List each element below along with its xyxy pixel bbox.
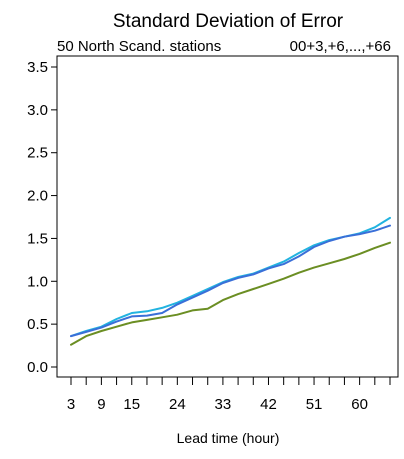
y-tick-label: 1.0 [27, 273, 48, 290]
y-tick-label: 1.5 [27, 230, 48, 247]
y-tick-label: 0.5 [27, 316, 48, 333]
x-axis-label: Lead time (hour) [177, 430, 280, 446]
series-line-2 [70, 224, 391, 338]
y-tick-label: 2.5 [27, 145, 48, 162]
series-line-3 [70, 241, 391, 346]
y-tick-label: 2.0 [27, 188, 48, 205]
x-tick-label: 24 [169, 396, 186, 413]
y-tick-label: 3.5 [27, 59, 48, 76]
y-tick-label: 0.0 [27, 359, 48, 376]
x-tick-label: 60 [351, 396, 368, 413]
x-axis: 3 9 15 24 33 42 51 60 [67, 377, 391, 413]
y-axis: 0.0 0.5 1.0 1.5 2.0 2.5 3.0 3.5 [27, 59, 57, 376]
x-tick-label: 33 [215, 396, 232, 413]
x-tick-label: 51 [306, 396, 323, 413]
chart-subtitle-right: 00+3,+6,...,+66 [290, 38, 391, 55]
x-tick-label: 42 [260, 396, 277, 413]
series-line-1 [70, 216, 391, 338]
x-tick-label: 3 [67, 396, 75, 413]
chart-title: Standard Deviation of Error [113, 11, 344, 32]
x-tick-label: 9 [97, 396, 105, 413]
chart-subtitle-left: 50 North Scand. stations [57, 38, 221, 55]
plot-area-frame [56, 55, 399, 378]
x-tick-label: 15 [123, 396, 140, 413]
series-layer [70, 216, 391, 346]
y-tick-label: 3.0 [27, 102, 48, 119]
